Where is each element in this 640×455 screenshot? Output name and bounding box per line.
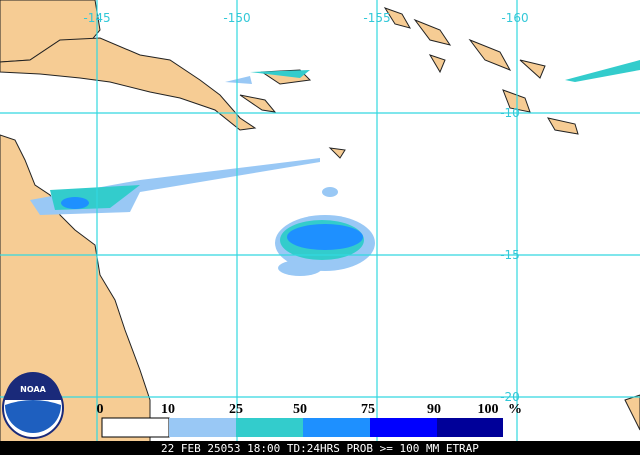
noaa-logo: NOAA [2, 372, 64, 439]
legend-label: 50 [293, 402, 307, 417]
lat-label: -10 [500, 106, 520, 120]
footer-bar [0, 441, 640, 455]
lon-label: -155 [363, 11, 390, 25]
legend-label: 90 [427, 402, 441, 417]
legend: 0 10 25 50 75 90 100 % [97, 402, 522, 438]
footer-text: 22 FEB 25053 18:00 TD:24HRS PROB >= 100 … [161, 442, 479, 455]
legend-label: 75 [361, 402, 375, 417]
legend-unit: % [508, 402, 522, 417]
lat-label: -20 [500, 390, 520, 404]
lon-label: -145 [83, 11, 110, 25]
legend-label: 10 [161, 402, 175, 417]
lon-label: -150 [223, 11, 250, 25]
legend-label: 25 [229, 402, 243, 417]
precipitation [30, 60, 640, 276]
lon-label: -160 [501, 11, 528, 25]
lat-label: -15 [500, 248, 520, 262]
legend-label: 0 [97, 402, 104, 417]
legend-label: 100 [478, 402, 499, 417]
logo-text: NOAA [20, 385, 46, 394]
